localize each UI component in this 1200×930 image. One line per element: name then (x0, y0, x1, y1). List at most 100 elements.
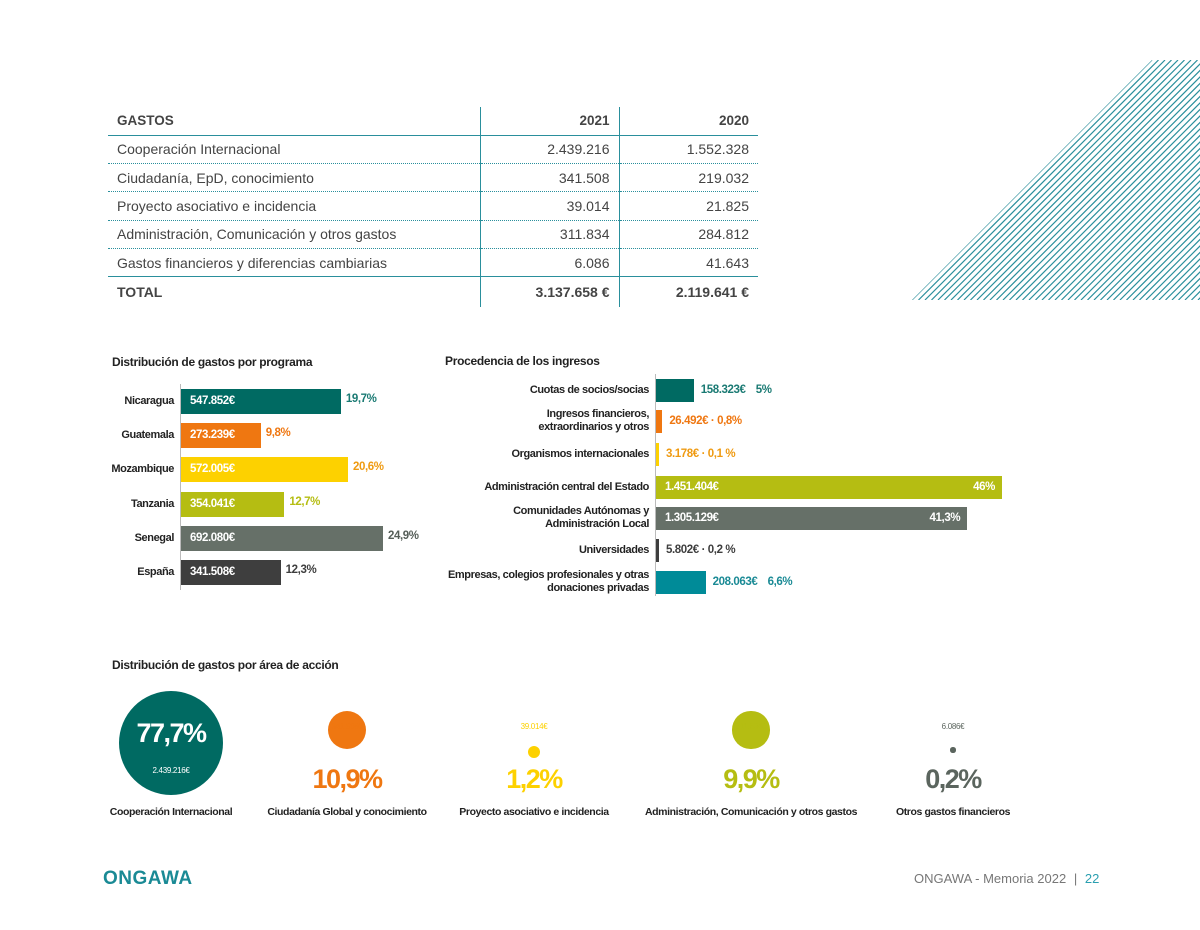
bar (656, 410, 663, 433)
stripe-line (1145, 60, 1200, 300)
bar (656, 443, 659, 466)
footer-separator: | (1073, 871, 1078, 886)
bar (656, 476, 1002, 499)
bar (656, 571, 706, 594)
bar-value-label: 692.080€ (190, 531, 235, 544)
bubble (119, 691, 223, 795)
category-label-line: extraordinarios y otros (538, 421, 649, 433)
amount-label: 341.508€ (331, 722, 363, 731)
cell-2021: 6.086 (479, 248, 619, 278)
percent-label: 5% (755, 384, 772, 396)
footer-title: ONGAWA - Memoria 2022 (914, 871, 1067, 886)
amount-label: 39.014€ (520, 722, 548, 731)
percent-label: 10,9% (312, 764, 383, 794)
percent-label: 9,8% (265, 427, 291, 440)
table-row: Cooperación Internacional 2.439.216 1.552.… (108, 135, 758, 165)
bar-value-label: 341.508€ (190, 566, 235, 578)
stripe-line (1061, 60, 1200, 300)
category-label: Empresas, colegios profesionales y otras… (448, 569, 649, 595)
chart1-axis (180, 384, 181, 590)
row-label: Ciudadanía, EpD, conocimiento (108, 163, 480, 193)
total-2021: 3.137.658 € (479, 276, 619, 307)
table-row: Proyecto asociativo e incidencia 39.014 21… (108, 191, 758, 221)
stripe-line (1113, 60, 1200, 300)
bar (181, 491, 285, 517)
bar-value-label: 26.492€ · 0,8% (669, 415, 742, 427)
stripe-line (1158, 60, 1200, 300)
category-label: Organismos internacionales (511, 448, 649, 461)
expenses-table: GASTOS 2021 2020 Cooperación Internacion… (108, 107, 758, 307)
percent-label: 77,7% (136, 718, 207, 748)
category-label: Ingresos financieros, extraordinarios y o… (538, 408, 649, 434)
amount-label: 6.086€ (941, 722, 965, 731)
category-label-line: Comunidades Autónomas y (513, 505, 649, 517)
percent-label: 41,3% (929, 512, 961, 524)
cell-2020: 21.825 (618, 191, 758, 221)
cell-2020: 284.812 (618, 220, 758, 249)
category-label-line: Administración central del Estado (484, 480, 649, 493)
category-label: Ciudadanía Global y conocimiento (267, 806, 427, 818)
cell-2021: 341.508 (479, 163, 619, 193)
stripe-line (1074, 60, 1200, 300)
stripe-line (996, 60, 1200, 300)
footer-text: ONGAWA - Memoria 2022 | 22 (914, 871, 1099, 886)
category-label: Guatemala (121, 429, 174, 442)
category-label: Nicaragua (124, 395, 174, 407)
cell-2020: 41.643 (618, 248, 758, 278)
stripe-line (1015, 60, 1200, 300)
stripe-line (1106, 60, 1200, 300)
category-label-line: Administración Local (545, 518, 649, 530)
header-2020: 2020 (618, 107, 758, 136)
bar-value-label: 1.451.404€ (665, 481, 719, 493)
row-label: Proyecto asociativo e incidencia (108, 191, 480, 221)
header-2021: 2021 (479, 107, 619, 136)
stripe-line (983, 60, 1200, 300)
stripe-line (937, 60, 1179, 300)
header-gastos: GASTOS (108, 107, 480, 136)
category-label: Universidades (579, 544, 649, 557)
stripe-line (931, 60, 1172, 300)
bar (656, 507, 968, 530)
stripe-line (912, 60, 1153, 300)
cell-2020: 1.552.328 (618, 135, 758, 165)
stripe-line (944, 60, 1185, 300)
stripe-line (976, 60, 1200, 300)
percent-label: 19,7% (345, 393, 377, 405)
category-label: Administración, Comunicación y otros gas… (644, 806, 858, 818)
chart-title-area: Distribución de gastos por área de acció… (112, 658, 339, 672)
stripe-line (1067, 60, 1200, 300)
stripe-line (1002, 60, 1200, 300)
bar-value-label: 208.063€ (712, 576, 758, 588)
bar (181, 457, 348, 483)
bar-value-label: 1.305.129€ (665, 512, 719, 524)
stripe-line (1009, 60, 1200, 300)
category-label-line: Empresas, colegios profesionales y otras (447, 569, 649, 581)
stripe-line (963, 60, 1200, 300)
bar (181, 389, 341, 414)
bar (181, 560, 281, 585)
table-row: Administración, Comunicación y otros gas… (108, 220, 758, 249)
stripe-line (1152, 60, 1200, 300)
stripe-line (1087, 60, 1200, 300)
row-label: Administración, Comunicación y otros gas… (108, 220, 480, 249)
bar (656, 379, 694, 402)
percent-label: 9,9% (723, 764, 780, 794)
stripe-line (1093, 60, 1200, 300)
bar-value-label: 3.178€ · 0,1 % (666, 448, 736, 460)
stripe-line (918, 60, 1159, 300)
category-label: Proyecto asociativo e incidencia (459, 806, 609, 818)
stripe-line (1054, 60, 1200, 300)
category-label: Cooperación Internacional (109, 806, 233, 818)
stripe-line (1022, 60, 1200, 300)
percent-label: 12,3% (285, 564, 317, 576)
category-label-line: Ingresos financieros, (546, 408, 650, 420)
stripe-line (1041, 60, 1200, 300)
stripe-line (1119, 60, 1200, 300)
bubble (527, 745, 541, 759)
percent-label: 0,2% (925, 764, 982, 794)
stripe-line (1080, 60, 1200, 300)
percent-label: 20,6% (352, 461, 384, 474)
category-label-line: donaciones privadas (547, 582, 649, 594)
category-label: España (137, 566, 174, 578)
category-label: Mozambique (111, 463, 174, 476)
